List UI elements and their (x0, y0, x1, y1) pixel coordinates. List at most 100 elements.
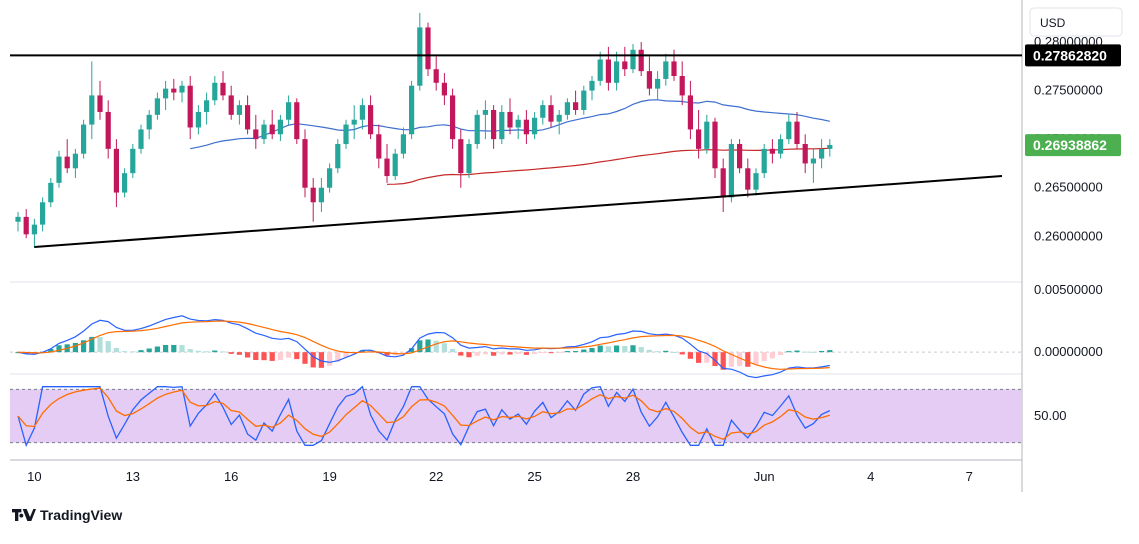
macd-histogram-bar (491, 352, 497, 356)
candle (696, 110, 702, 159)
currency-button-bg (1029, 7, 1123, 37)
candle-body (540, 105, 546, 118)
macd-histogram-bar (212, 350, 218, 353)
candle (179, 80, 185, 103)
rsi-tick-label: 50.00 (1034, 408, 1067, 423)
candle-body (138, 129, 144, 149)
candle (630, 43, 636, 74)
candle (253, 114, 259, 149)
candle-body (392, 153, 398, 177)
candle-body (712, 121, 718, 169)
macd-histogram-bar (146, 348, 152, 353)
candle (31, 218, 37, 248)
candle-body (614, 61, 620, 83)
candle (597, 51, 603, 86)
macd-histogram-bar (163, 345, 169, 353)
time-tick-label: 4 (867, 469, 874, 484)
macd-histogram-bar (327, 352, 333, 366)
time-tick-label: 19 (322, 469, 336, 484)
macd-histogram-bar (515, 352, 521, 355)
candle-body (204, 100, 210, 112)
macd-histogram-bar (827, 350, 833, 353)
candle (400, 127, 406, 159)
candle-body (466, 144, 472, 174)
time-tick-label: 7 (966, 469, 973, 484)
candle (40, 197, 46, 232)
macd-histogram-bar (318, 352, 324, 368)
candle (146, 110, 152, 140)
macd-histogram-bar (753, 352, 759, 365)
candle (409, 80, 415, 140)
macd-histogram-bar (564, 351, 570, 353)
brand-name: TradingView (40, 507, 123, 523)
candle (187, 76, 193, 140)
macd-histogram-bar (384, 352, 390, 356)
macd-histogram-bar (786, 351, 792, 353)
macd-histogram-bar (130, 351, 136, 353)
macd-histogram-bar (154, 346, 160, 353)
candle (728, 139, 734, 203)
candle-body (15, 216, 21, 222)
time-tick-label: 28 (626, 469, 640, 484)
macd-histogram-bar (696, 352, 702, 363)
candle-body (23, 216, 29, 235)
macd-histogram-bar (335, 352, 341, 362)
candle (48, 178, 54, 208)
currency-button[interactable]: USD (1029, 7, 1123, 37)
candle (376, 124, 382, 169)
macd-histogram-bar (737, 352, 743, 367)
candle (564, 98, 570, 120)
macd-histogram-bar (466, 352, 472, 358)
macd-histogram-bar (179, 345, 185, 353)
candle-body (286, 102, 292, 120)
candle-body (318, 187, 324, 203)
macd-histogram-bar (417, 340, 423, 353)
macd-histogram-bar (712, 352, 718, 367)
candle-body (769, 148, 775, 154)
macd-histogram-bar (720, 352, 726, 370)
candle-body (122, 173, 128, 193)
time-axis: 10 13 16 19 22 25 28 Jun 4 7 (27, 469, 973, 484)
candle-body (245, 105, 251, 130)
macd-histogram-bar (56, 345, 62, 353)
macd-histogram-bar (294, 352, 300, 360)
macd-histogram-bar (482, 352, 488, 355)
macd-histogram-bar (638, 346, 644, 353)
candle (778, 134, 784, 159)
macd-histogram-bar (655, 351, 661, 353)
candle-body (704, 121, 710, 149)
macd-histogram-bar (499, 352, 505, 355)
support-trendline (34, 175, 1003, 248)
candle-body (679, 76, 685, 96)
candle (581, 85, 587, 115)
macd-histogram-bar (97, 337, 103, 353)
price-tick-label: 0.27500000 (1034, 83, 1103, 98)
macd-histogram-bar (122, 351, 128, 353)
candle (548, 95, 554, 128)
candle-body (228, 95, 234, 115)
candle-body (269, 124, 275, 135)
candle-body (187, 85, 193, 128)
candle (335, 139, 341, 174)
candle-body (737, 144, 743, 169)
candle (720, 158, 726, 212)
candle (261, 119, 267, 144)
macd-histogram-bar (581, 349, 587, 353)
candle-body (450, 95, 456, 140)
candle-body (351, 119, 357, 125)
candle (204, 92, 210, 125)
macd-histogram-bar (622, 346, 628, 353)
macd-histogram-bar (778, 352, 784, 356)
candle (622, 46, 628, 76)
chart-canvas[interactable]: 0.280000000.275000000.270000000.26500000… (0, 0, 1139, 500)
candle-body (81, 124, 87, 154)
macd-histogram-bar (769, 352, 775, 359)
candle (138, 124, 144, 154)
macd-histogram-bar (171, 344, 177, 353)
candle (753, 168, 759, 196)
candle-body (146, 114, 152, 130)
candle (72, 148, 78, 178)
time-tick-label: 22 (429, 469, 443, 484)
last-price-badge-text: 0.26938862 (1033, 137, 1107, 153)
